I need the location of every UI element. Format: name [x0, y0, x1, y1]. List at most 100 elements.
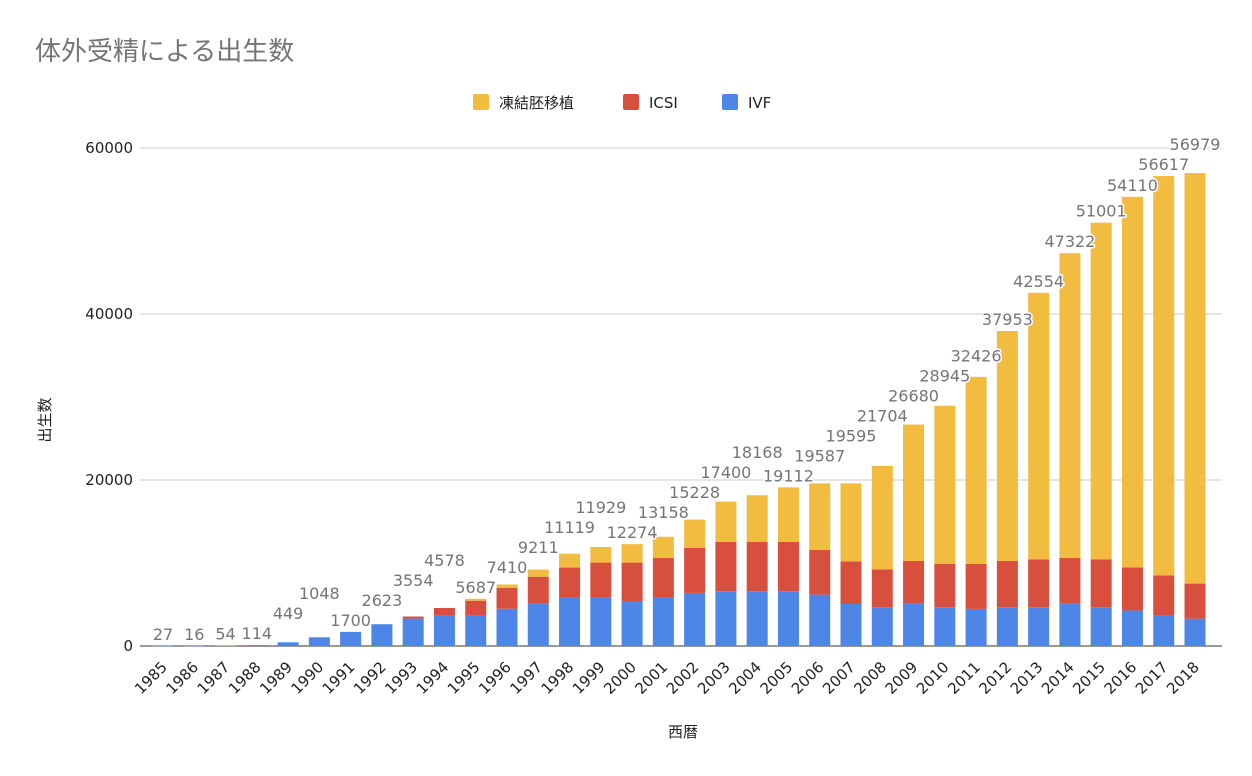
- y-tick-label: 60000: [85, 139, 133, 157]
- total-label: 1700: [330, 611, 371, 630]
- x-axis-ticks: 1985198619871988198919901991199219931994…: [131, 658, 1203, 698]
- bar-ICSI-2006: [809, 549, 831, 595]
- bar-IVF-2014: [1059, 603, 1081, 646]
- bar-IVF-2013: [1028, 607, 1050, 646]
- bar-ICSI-1997: [527, 576, 549, 604]
- bar-IVF-1992: [371, 624, 393, 646]
- bar-IVF-1995: [465, 615, 487, 646]
- bar-ICSI-2017: [1153, 575, 1175, 616]
- bar-凍結胚移植-2017: [1153, 176, 1175, 576]
- total-label: 16: [184, 625, 204, 644]
- x-tick-label: 2015: [1069, 658, 1109, 698]
- bar-IVF-2011: [965, 608, 987, 646]
- total-label: 28945: [919, 366, 970, 385]
- bar-ICSI-2002: [684, 547, 706, 593]
- bar-IVF-1997: [527, 603, 549, 646]
- x-tick-label: 1993: [381, 658, 421, 698]
- bars: [152, 173, 1206, 647]
- chart-title: 体外受精による出生数: [35, 37, 294, 67]
- bar-IVF-2004: [746, 591, 768, 646]
- bar-凍結胚移植-2012: [996, 330, 1018, 562]
- x-tick-label: 2004: [725, 658, 765, 698]
- bar-ICSI-2011: [965, 563, 987, 609]
- legend-swatch: [722, 94, 738, 110]
- bar-凍結胚移植-2000: [621, 544, 643, 563]
- bar-ICSI-2013: [1028, 559, 1050, 608]
- x-tick-label: 2010: [913, 658, 953, 698]
- x-tick-label: 2012: [975, 658, 1015, 698]
- bar-IVF-1985: [152, 645, 174, 647]
- x-tick-label: 2011: [944, 658, 984, 698]
- total-label: 11929: [575, 498, 626, 517]
- bar-ICSI-2009: [903, 561, 925, 604]
- bar-凍結胚移植-2018: [1184, 173, 1206, 584]
- bar-IVF-1990: [308, 637, 330, 646]
- bar-ICSI-2005: [777, 542, 799, 592]
- total-label: 12274: [607, 523, 658, 542]
- total-label: 114: [242, 624, 273, 643]
- bar-IVF-1999: [590, 597, 612, 646]
- total-label: 47322: [1044, 232, 1095, 251]
- bar-IVF-2003: [715, 591, 737, 646]
- bar-ICSI-2014: [1059, 557, 1081, 604]
- bar-ICSI-2016: [1121, 567, 1143, 611]
- legend-label: 凍結胚移植: [499, 94, 574, 112]
- total-label: 2623: [362, 591, 403, 610]
- legend: 凍結胚移植 ICSI IVF: [473, 94, 771, 112]
- bar-ICSI-1999: [590, 562, 612, 598]
- x-tick-label: 2002: [663, 658, 703, 698]
- x-tick-label: 2005: [757, 658, 797, 698]
- total-label: 7410: [487, 558, 528, 577]
- x-tick-label: 1997: [506, 658, 546, 698]
- total-label: 11119: [544, 518, 595, 537]
- total-label: 51001: [1076, 202, 1127, 221]
- total-label: 26680: [888, 386, 939, 405]
- y-tick-label: 40000: [85, 305, 133, 323]
- total-label: 21704: [857, 406, 908, 425]
- bar-ICSI-2007: [840, 561, 862, 605]
- x-tick-label: 2013: [1007, 658, 1047, 698]
- bar-ICSI-2018: [1184, 583, 1206, 619]
- bar-IVF-2008: [871, 607, 893, 646]
- bar-ICSI-2004: [746, 542, 768, 592]
- bar-凍結胚移植-1995: [465, 598, 487, 601]
- total-label: 1048: [299, 584, 340, 603]
- bar-IVF-1989: [277, 642, 299, 646]
- bar-凍結胚移植-2001: [652, 536, 674, 559]
- total-label: 5687: [455, 578, 496, 597]
- x-tick-label: 1986: [162, 658, 202, 698]
- bar-IVF-2017: [1153, 615, 1175, 646]
- bar-IVF-2009: [903, 603, 925, 646]
- total-label: 13158: [638, 503, 689, 522]
- x-tick-label: 2007: [819, 658, 859, 698]
- bar-ICSI-1998: [559, 567, 581, 598]
- bar-IVF-2012: [996, 607, 1018, 646]
- total-label: 56617: [1138, 155, 1189, 174]
- bar-ICSI-2012: [996, 561, 1018, 608]
- bar-IVF-1994: [433, 615, 455, 646]
- x-tick-label: 1990: [287, 658, 327, 698]
- bar-IVF-2000: [621, 601, 643, 646]
- legend-swatch: [623, 94, 639, 110]
- bar-IVF-2010: [934, 607, 956, 646]
- bar-IVF-2018: [1184, 618, 1206, 646]
- total-label: 54: [215, 625, 235, 644]
- bar-凍結胚移植-2008: [871, 465, 893, 570]
- bar-ICSI-2010: [934, 563, 956, 608]
- bar-凍結胚移植-2016: [1121, 196, 1143, 568]
- bar-IVF-1986: [183, 645, 205, 647]
- x-tick-label: 1998: [538, 658, 578, 698]
- bar-ICSI-1996: [496, 587, 518, 609]
- bar-凍結胚移植-2006: [809, 483, 831, 550]
- x-tick-label: 2008: [850, 658, 890, 698]
- x-tick-label: 2014: [1038, 658, 1078, 698]
- x-tick-label: 2001: [631, 658, 671, 698]
- bar-IVF-1996: [496, 608, 518, 646]
- total-label: 17400: [700, 463, 751, 482]
- legend-label: IVF: [748, 94, 771, 112]
- bar-ICSI-1994: [433, 608, 455, 616]
- total-label: 449: [273, 604, 304, 623]
- bar-凍結胚移植-2009: [903, 424, 925, 562]
- bar-IVF-1993: [402, 618, 424, 646]
